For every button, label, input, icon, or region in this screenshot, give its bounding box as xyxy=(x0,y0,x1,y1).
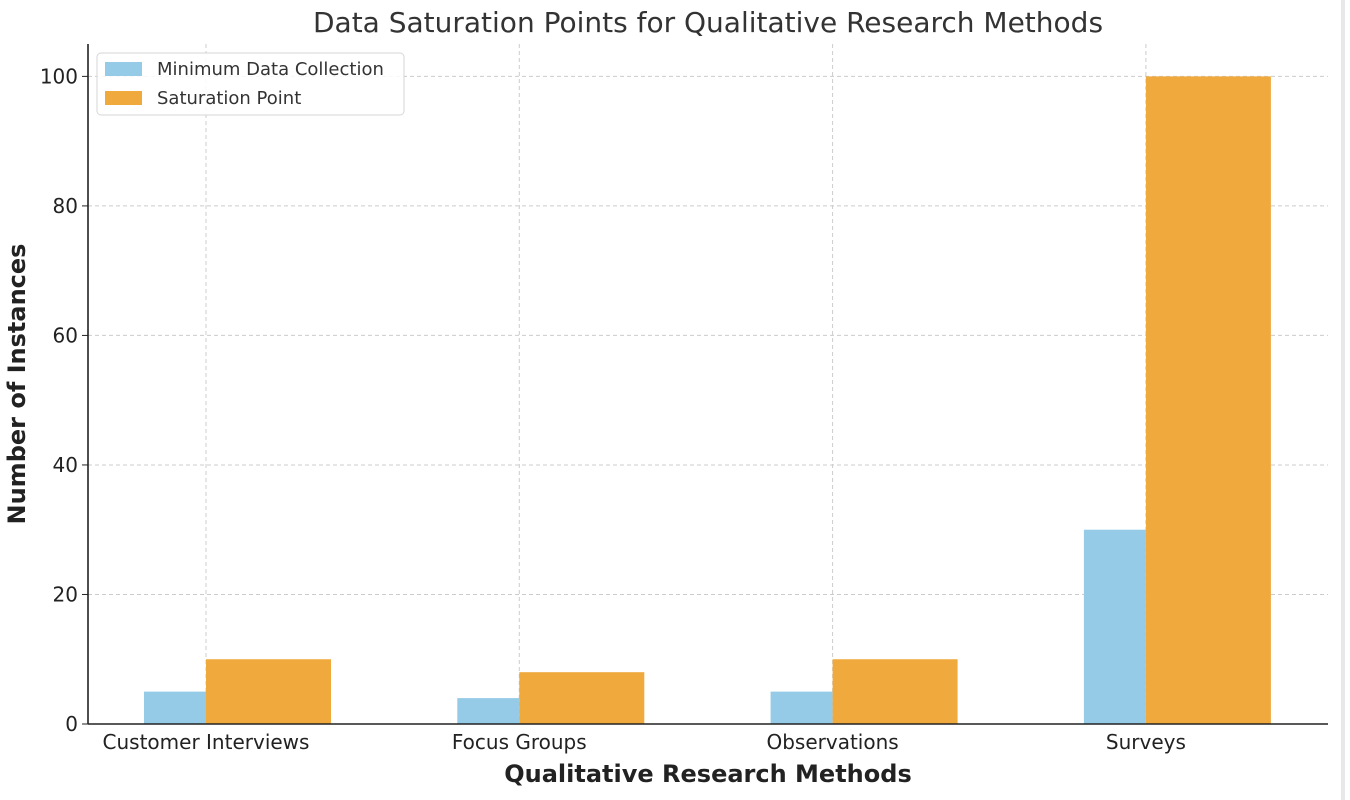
legend xyxy=(96,52,405,116)
legend-swatch xyxy=(105,62,142,76)
bar-saturation-point xyxy=(519,672,645,724)
bar-minimum-data-collection xyxy=(144,691,206,724)
bar-saturation-point xyxy=(1145,76,1271,724)
legend-swatch xyxy=(105,91,142,105)
x-axis-label: Qualitative Research Methods xyxy=(504,760,911,788)
bar-minimum-data-collection xyxy=(457,698,520,724)
x-tick-label: Observations xyxy=(766,730,898,754)
y-tick-label: 60 xyxy=(53,323,78,347)
legend-label: Minimum Data Collection xyxy=(157,59,384,80)
bar-saturation-point xyxy=(832,659,958,724)
bar-minimum-data-collection xyxy=(770,691,833,724)
y-tick-label: 0 xyxy=(65,712,78,736)
legend-label: Saturation Point xyxy=(157,88,301,109)
chart-title: Data Saturation Points for Qualitative R… xyxy=(313,6,1103,39)
scrollbar[interactable] xyxy=(1341,0,1345,800)
y-tick-label: 100 xyxy=(40,64,78,88)
bar-minimum-data-collection xyxy=(1083,529,1146,724)
y-tick-label: 40 xyxy=(53,453,78,477)
x-tick-label: Surveys xyxy=(1106,730,1186,754)
y-axis-label: Number of Instances xyxy=(3,244,31,525)
x-tick-label: Customer Interviews xyxy=(103,730,310,754)
x-tick-label: Focus Groups xyxy=(452,730,587,754)
y-tick-label: 80 xyxy=(53,194,78,218)
y-tick-label: 20 xyxy=(53,582,78,606)
bar-saturation-point xyxy=(206,659,331,724)
